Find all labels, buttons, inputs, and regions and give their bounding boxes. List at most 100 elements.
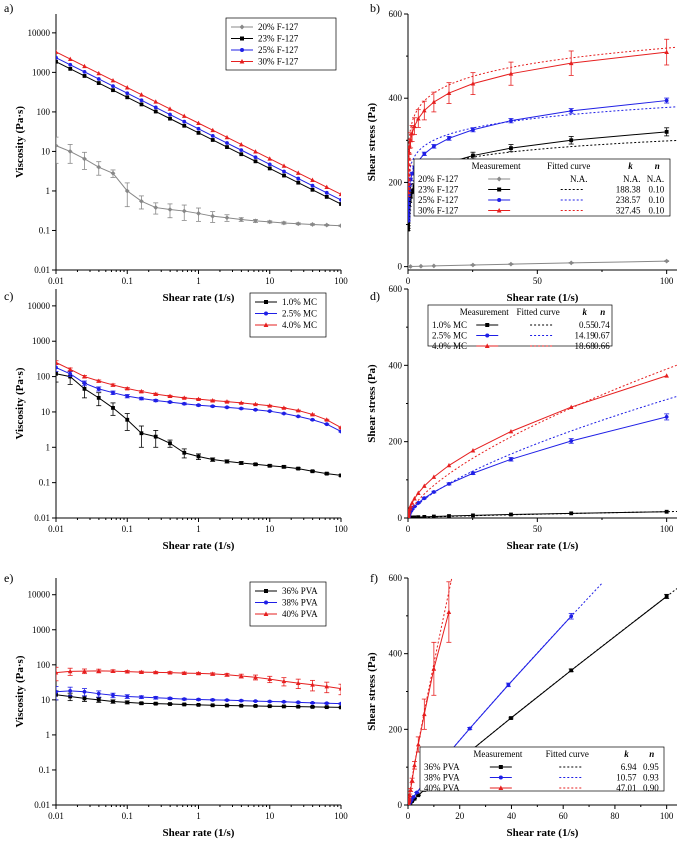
data-point (339, 429, 341, 434)
legend-k-value: N.A. (623, 174, 641, 184)
data-point (82, 69, 87, 74)
data-point (509, 118, 513, 123)
data-point (181, 395, 187, 400)
data-point (408, 189, 411, 195)
data-point (471, 513, 475, 518)
legend-label: 2.5% MC (432, 331, 467, 341)
data-point (470, 81, 476, 86)
y-tick-label: 0.1 (39, 765, 50, 775)
panel-label: d) (370, 289, 380, 303)
y-axis-label: Shear stress (Pa) (366, 652, 378, 731)
y-tick-label: 100 (37, 660, 51, 670)
x-tick-label: 10 (265, 524, 275, 534)
x-tick-label: 100 (660, 811, 674, 821)
data-point (324, 705, 329, 710)
data-point (408, 137, 413, 143)
data-point (310, 469, 315, 474)
data-point (68, 689, 73, 693)
data-point (267, 156, 273, 161)
series-2-5-mc (56, 364, 341, 434)
data-point (210, 697, 215, 702)
data-point (110, 382, 116, 387)
y-tick-label: 200 (389, 724, 403, 734)
data-point (296, 180, 301, 185)
legend-marker (239, 24, 245, 30)
data-point (569, 668, 574, 673)
data-point (82, 63, 87, 69)
data-point (210, 213, 216, 219)
legend-header: Measurement (460, 307, 509, 317)
data-point (96, 81, 101, 85)
data-point (422, 711, 427, 717)
data-point (68, 694, 73, 699)
data-point (310, 187, 315, 192)
x-tick-label: 0.01 (48, 276, 64, 286)
legend-label: 25% F-127 (258, 45, 299, 55)
y-tick-label: 0.01 (34, 265, 50, 275)
legend-row: 20% F-127 N.A. N.A. N.A. (418, 174, 664, 184)
fitted-curve (408, 106, 677, 204)
data-point (409, 130, 415, 136)
y-tick-label: 200 (389, 177, 403, 187)
data-point (408, 161, 411, 167)
panel-f: f) 0 20 40 60 80 100 0 200 400 600 Shear rate (1/s)… (366, 571, 677, 839)
plot-area (408, 38, 677, 269)
y-axis-label: Viscosity (Pa·s) (14, 655, 26, 727)
legend-k-value: 238.57 (616, 195, 641, 205)
data-point (239, 406, 244, 411)
legend-item: 38% PVA (255, 598, 318, 608)
x-tick-label: 0 (406, 811, 411, 821)
data-point (408, 209, 411, 214)
data-point (282, 699, 286, 704)
y-tick-label: 0 (398, 513, 403, 523)
series-25-f-127 (408, 97, 677, 223)
data-point (224, 399, 230, 404)
data-point (310, 183, 315, 188)
data-point (310, 700, 315, 705)
legend-marker (239, 58, 245, 64)
data-point (324, 417, 330, 422)
data-point (124, 669, 130, 674)
data-point (139, 431, 144, 436)
data-point (168, 400, 172, 404)
data-point (167, 393, 173, 399)
legend-label: 4.0% MC (432, 341, 467, 351)
data-point (281, 405, 287, 410)
y-axis-label: Shear stress (Pa) (366, 102, 378, 181)
legend-header: k (582, 307, 587, 317)
data-point (111, 693, 115, 698)
data-point (446, 609, 452, 614)
legend-header: Fitted curve (516, 307, 559, 317)
data-point (324, 422, 329, 427)
y-tick-label: 600 (389, 284, 403, 294)
y-axis-label: Viscosity (Pa·s) (14, 106, 26, 178)
y-tick-label: 1000 (32, 67, 51, 77)
legend-row: 36% PVA 6.94 0.95 (424, 762, 659, 772)
y-tick-label: 600 (389, 9, 403, 19)
legend-item: 20% F-127 (231, 22, 299, 32)
data-point (568, 260, 574, 266)
data-point (281, 220, 287, 226)
legend-label: 36% PVA (424, 762, 460, 772)
data-point (295, 170, 301, 175)
data-point (153, 99, 159, 104)
data-point (56, 689, 58, 694)
data-point (431, 666, 437, 671)
legend-header: n (600, 307, 605, 317)
legend-item: 2.5% MC (255, 309, 317, 319)
data-point (324, 194, 329, 199)
data-point (282, 704, 286, 709)
y-tick-label: 0 (398, 800, 403, 810)
x-tick-label: 100 (660, 524, 674, 534)
data-point (153, 109, 158, 114)
data-point (224, 672, 230, 677)
data-point (96, 70, 102, 76)
data-point (82, 374, 87, 379)
x-axis-label: Shear rate (1/s) (163, 292, 235, 304)
series-1-0-mc (56, 368, 341, 478)
legend: 1.0% MC 2.5% MC4.0% MC (249, 292, 327, 338)
data-point (324, 684, 330, 689)
data-point (412, 515, 417, 518)
data-point (408, 212, 410, 217)
